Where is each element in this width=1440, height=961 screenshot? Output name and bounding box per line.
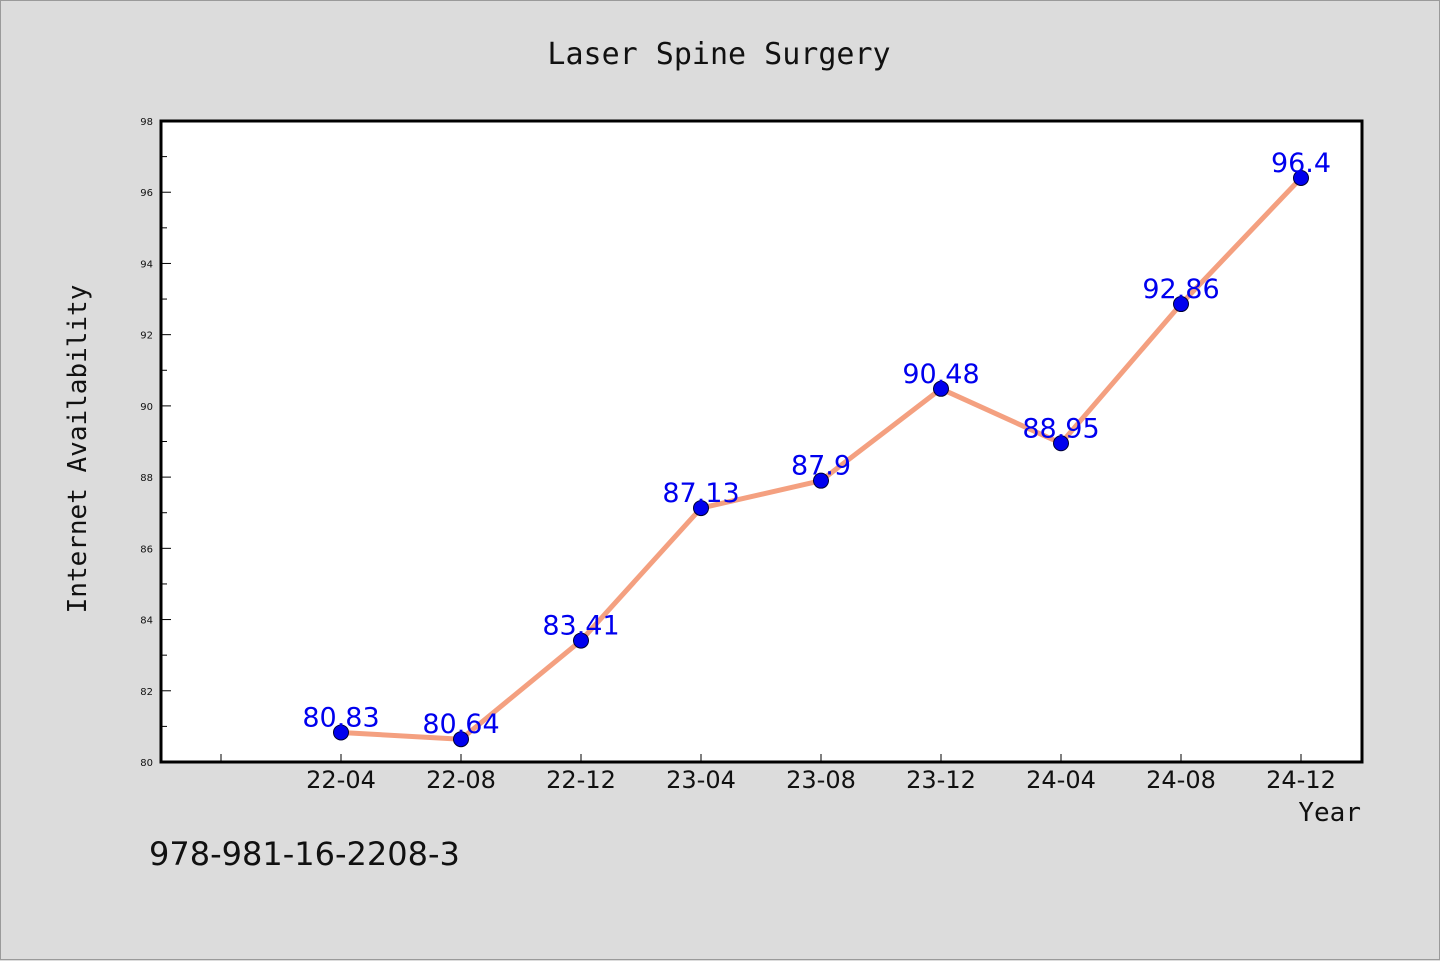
y-tick-label: 98 [140, 117, 153, 128]
data-markers [333, 169, 1309, 748]
x-tick-label: 24-08 [1146, 766, 1216, 794]
data-point [1173, 296, 1189, 313]
data-point [453, 731, 469, 748]
y-tick-label: 92 [140, 331, 153, 342]
y-axis-ticks: 80 82 84 86 88 90 92 94 96 98 [140, 117, 171, 769]
x-tick-label: 22-04 [306, 766, 376, 794]
data-point [1293, 169, 1309, 186]
data-point [573, 632, 589, 649]
y-axis-label: Internet Availability [63, 285, 93, 614]
footer-code: 978-981-16-2208-3 [149, 835, 460, 873]
data-point [1053, 435, 1069, 452]
x-tick-label: 24-04 [1026, 766, 1096, 794]
x-axis-label: Year [1298, 798, 1361, 828]
data-label: 83.41 [542, 611, 619, 642]
y-tick-label: 84 [140, 616, 153, 627]
y-tick-label: 94 [140, 259, 153, 270]
x-axis-ticks: 22-04 22-08 22-12 23-04 23-08 23-12 24-04 24-08… [220, 754, 1336, 794]
x-tick-label: 24-12 [1266, 766, 1336, 794]
data-point [693, 500, 709, 517]
data-point [813, 472, 829, 489]
data-label: 90.48 [902, 359, 979, 390]
y-tick-label: 82 [140, 687, 153, 698]
data-label: 92.86 [1142, 274, 1219, 305]
x-tick-label: 23-08 [786, 766, 856, 794]
plot-area [159, 119, 1364, 764]
y-tick-label: 86 [140, 544, 153, 555]
y-tick-label: 96 [140, 188, 153, 199]
data-label: 87.13 [662, 478, 739, 509]
chart-title: Laser Spine Surgery [547, 37, 890, 72]
data-label: 87.9 [791, 451, 851, 482]
y-tick-label: 88 [140, 473, 153, 484]
data-label: 80.83 [302, 702, 379, 733]
x-tick-label: 23-04 [666, 766, 736, 794]
x-tick-label: 23-12 [906, 766, 976, 794]
y-tick-label: 80 [140, 758, 153, 769]
data-labels: 80.83 80.64 83.41 87.13 87.9 90.48 88.95 92.86 9… [302, 148, 1331, 740]
data-point [933, 380, 949, 397]
data-label: 80.64 [422, 709, 499, 740]
y-tick-label: 90 [140, 402, 153, 413]
data-point [333, 724, 349, 741]
x-tick-label: 22-12 [546, 766, 616, 794]
data-label: 88.95 [1022, 413, 1099, 444]
data-label: 96.4 [1271, 148, 1331, 179]
x-tick-label: 22-08 [426, 766, 496, 794]
